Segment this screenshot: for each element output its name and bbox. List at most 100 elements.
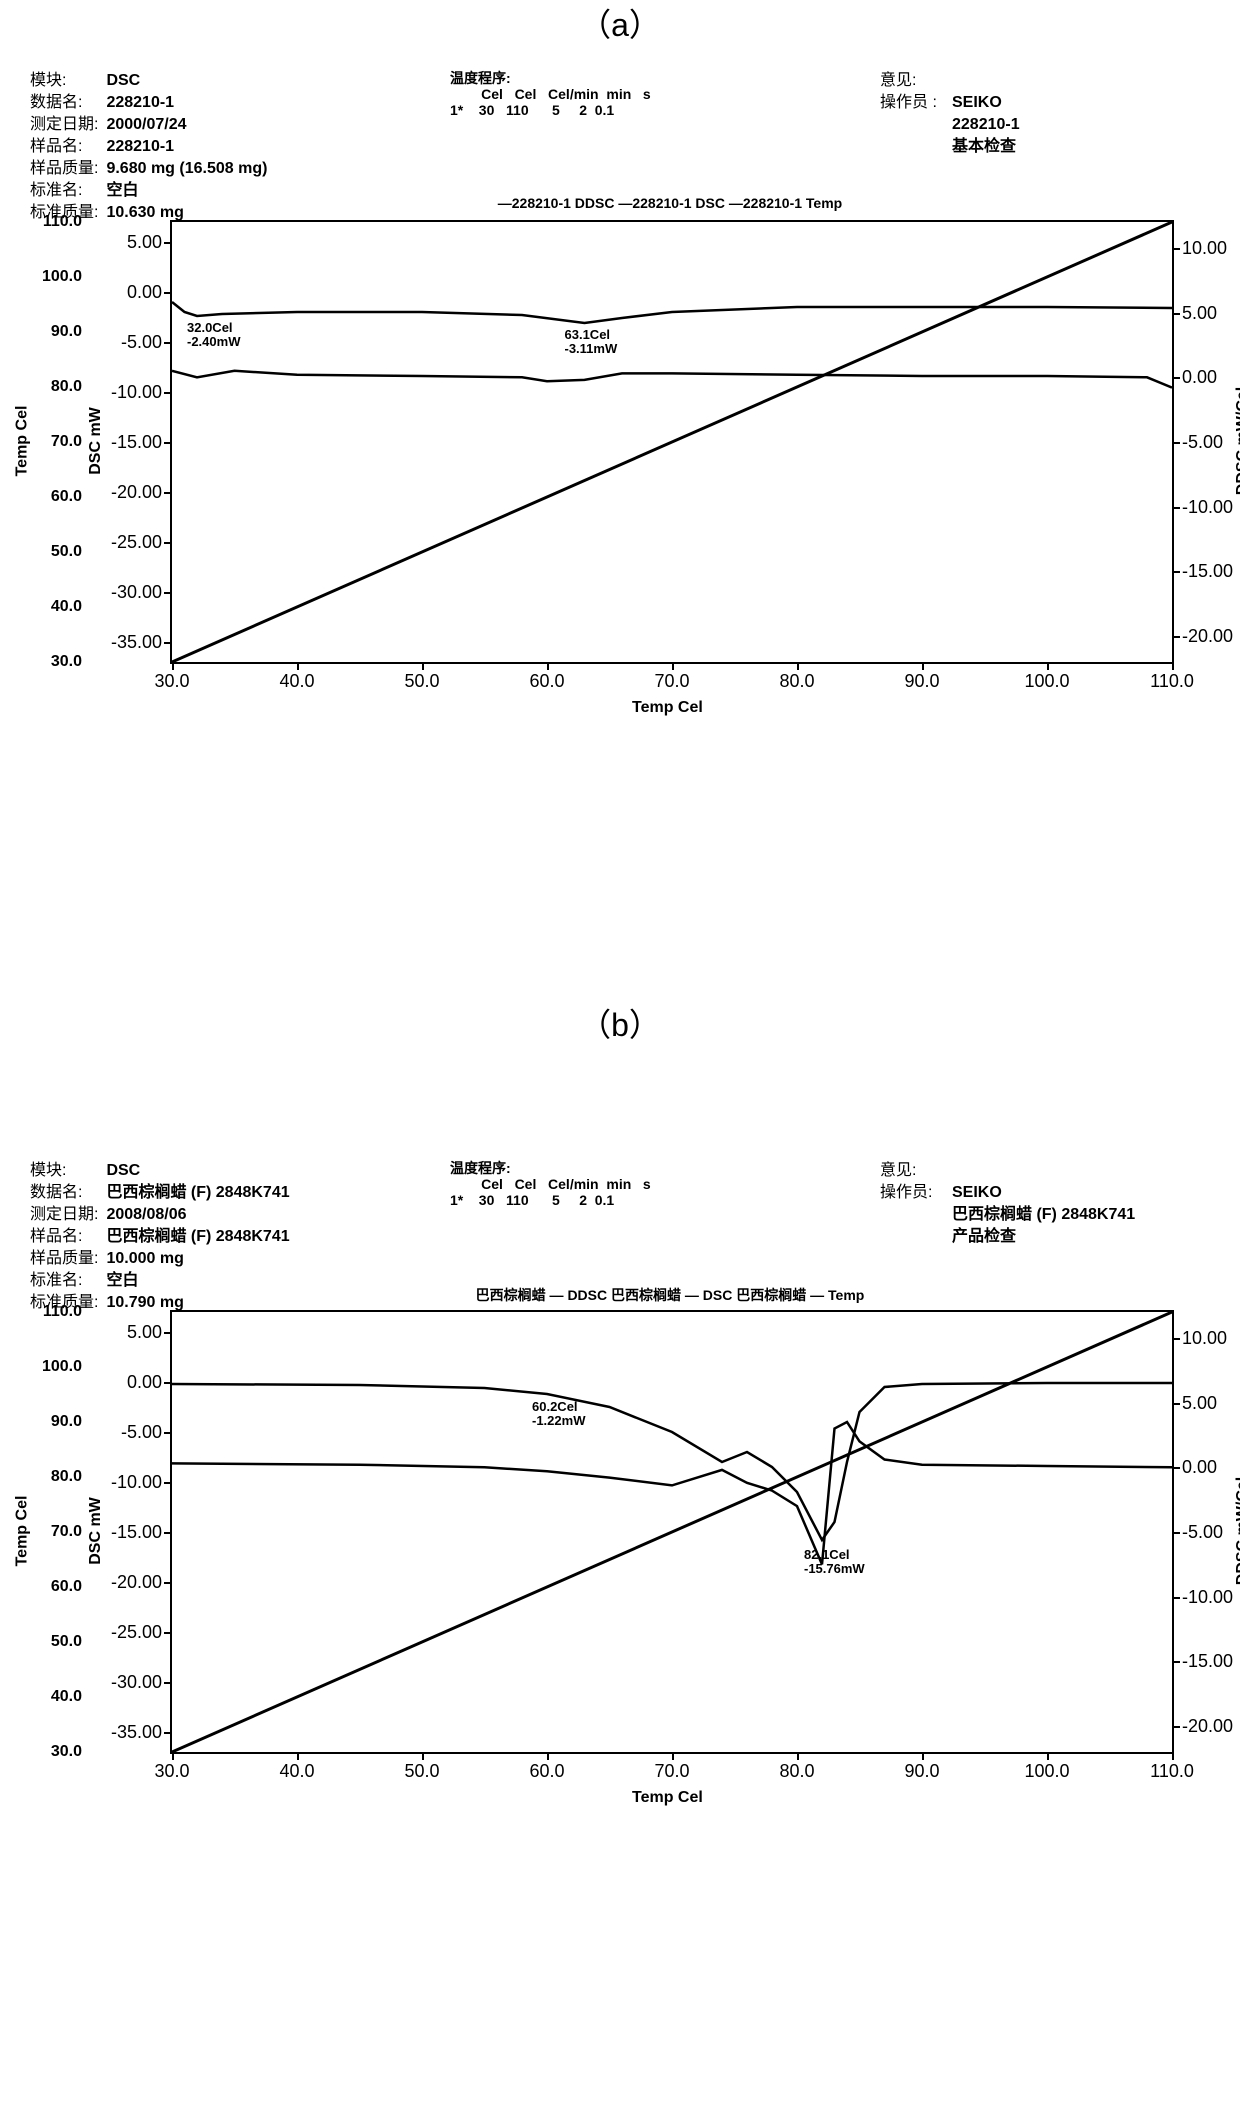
y-temp-tick: 80.0 xyxy=(27,1468,82,1486)
x-tick: 100.0 xyxy=(1017,671,1077,692)
temp-prog-header: Cel Cel Cel/min min s xyxy=(450,1176,651,1192)
y-ddsc-tick: -10.00 xyxy=(1182,497,1240,518)
meta-value: 空白 xyxy=(106,182,138,199)
meta-label: 样品名: xyxy=(30,136,102,158)
x-tick: 90.0 xyxy=(892,671,952,692)
meta-label: 标准名: xyxy=(30,180,102,202)
y-ddsc-tick: 5.00 xyxy=(1182,303,1240,324)
x-tick: 40.0 xyxy=(267,1761,327,1782)
chart: —228210-1 DDSC —228210-1 DSC —228210-1 T… xyxy=(170,200,1170,720)
y-dsc-tick: -30.00 xyxy=(102,582,162,603)
meta-value: 空白 xyxy=(106,1272,138,1289)
y-dsc-tick: 5.00 xyxy=(102,232,162,253)
y-dsc-tick: -20.00 xyxy=(102,1572,162,1593)
y-temp-tick: 60.0 xyxy=(27,1578,82,1596)
meta-label: 数据名: xyxy=(30,1182,102,1204)
meta-label: 测定日期: xyxy=(30,114,102,136)
y-temp-tick: 100.0 xyxy=(27,268,82,286)
y-dsc-tick: 0.00 xyxy=(102,1372,162,1393)
y-ddsc-label: DDSC mW/Cel xyxy=(1234,1477,1240,1585)
chart: 巴西棕榈蜡 — DDSC 巴西棕榈蜡 — DSC 巴西棕榈蜡 — Temp5.0… xyxy=(170,1290,1170,1810)
y-dsc-tick: -20.00 xyxy=(102,482,162,503)
meta-label: 样品名: xyxy=(30,1226,102,1248)
meta-value: 228210-1 xyxy=(952,116,1020,133)
y-temp-tick: 80.0 xyxy=(27,378,82,396)
x-axis-label: Temp Cel xyxy=(632,699,703,717)
meta-value: 巴西棕榈蜡 (F) 2848K741 xyxy=(106,1184,289,1201)
temp-program: 温度程序: Cel Cel Cel/min min s1* 30 110 5 2… xyxy=(450,1160,651,1208)
annotation: 60.2Cel -1.22mW xyxy=(532,1400,585,1428)
y-dsc-label: DSC mW xyxy=(87,1497,105,1565)
y-temp-tick: 70.0 xyxy=(27,1523,82,1541)
sublabel-b: （b） xyxy=(0,1000,1240,1046)
meta-value: 巴西棕榈蜡 (F) 2848K741 xyxy=(106,1228,289,1245)
y-dsc-tick: -35.00 xyxy=(102,632,162,653)
meta-value: 产品检查 xyxy=(952,1228,1016,1245)
temp-program: 温度程序: Cel Cel Cel/min min s1* 30 110 5 2… xyxy=(450,70,651,118)
meta-label: 模块: xyxy=(30,70,102,92)
y-ddsc-tick: 0.00 xyxy=(1182,367,1240,388)
x-tick: 70.0 xyxy=(642,671,702,692)
meta-right: 意见:操作员 :SEIKO228210-1基本检查 xyxy=(880,70,1020,180)
y-dsc-tick: 5.00 xyxy=(102,1322,162,1343)
sublabel-a: （a） xyxy=(0,0,1240,46)
y-ddsc-tick: -15.00 xyxy=(1182,1651,1240,1672)
meta-value: 228210-1 xyxy=(106,94,174,111)
y-dsc-tick: -5.00 xyxy=(102,332,162,353)
y-dsc-tick: -10.00 xyxy=(102,1472,162,1493)
legend: —228210-1 DDSC —228210-1 DSC —228210-1 T… xyxy=(370,195,970,211)
annotation: 63.1Cel -3.11mW xyxy=(565,328,618,356)
temp-prog-header: Cel Cel Cel/min min s xyxy=(450,86,651,102)
meta-label: 操作员 : xyxy=(880,92,952,114)
y-ddsc-tick: -5.00 xyxy=(1182,1522,1240,1543)
y-ddsc-tick: 10.00 xyxy=(1182,238,1240,259)
meta-value: 2000/07/24 xyxy=(106,116,186,133)
curves-svg xyxy=(172,1312,1172,1752)
y-temp-tick: 110.0 xyxy=(27,213,82,231)
x-tick: 100.0 xyxy=(1017,1761,1077,1782)
curves-svg xyxy=(172,222,1172,662)
y-dsc-tick: -25.00 xyxy=(102,1622,162,1643)
legend: 巴西棕榈蜡 — DDSC 巴西棕榈蜡 — DSC 巴西棕榈蜡 — Temp xyxy=(370,1285,970,1305)
plot-area: 5.000.00-5.00-10.00-15.00-20.00-25.00-30… xyxy=(170,220,1174,664)
y-dsc-tick: -25.00 xyxy=(102,532,162,553)
meta-label: 测定日期: xyxy=(30,1204,102,1226)
annotation: 82.1Cel -15.76mW xyxy=(804,1548,865,1576)
temp-prog-row: 1* 30 110 5 2 0.1 xyxy=(450,102,651,118)
y-ddsc-tick: -20.00 xyxy=(1182,1716,1240,1737)
y-dsc-tick: -15.00 xyxy=(102,432,162,453)
meta-label: 样品质量: xyxy=(30,1248,102,1270)
meta-value: 10.000 mg xyxy=(106,1250,183,1267)
y-temp-tick: 70.0 xyxy=(27,433,82,451)
meta-value: 228210-1 xyxy=(106,138,174,155)
y-temp-label: Temp Cel xyxy=(13,406,31,477)
x-tick: 60.0 xyxy=(517,671,577,692)
x-tick: 80.0 xyxy=(767,671,827,692)
plot-area: 5.000.00-5.00-10.00-15.00-20.00-25.00-30… xyxy=(170,1310,1174,1754)
meta-label: 模块: xyxy=(30,1160,102,1182)
y-dsc-tick: -10.00 xyxy=(102,382,162,403)
x-tick: 110.0 xyxy=(1142,671,1202,692)
page: （a） 模块: DSC数据名: 228210-1测定日期: 2000/07/24… xyxy=(0,0,1240,2116)
temp-prog-row: 1* 30 110 5 2 0.1 xyxy=(450,1192,651,1208)
y-ddsc-tick: -10.00 xyxy=(1182,1587,1240,1608)
x-tick: 70.0 xyxy=(642,1761,702,1782)
temp-prog-title: 温度程序: xyxy=(450,1160,651,1176)
dsc-panel-b: 模块: DSC数据名: 巴西棕榈蜡 (F) 2848K741测定日期: 2008… xyxy=(20,1160,1220,1860)
y-temp-tick: 50.0 xyxy=(27,543,82,561)
meta-value: SEIKO xyxy=(952,1184,1002,1201)
y-temp-tick: 90.0 xyxy=(27,323,82,341)
meta-label: 意见: xyxy=(880,70,952,92)
y-temp-tick: 110.0 xyxy=(27,1303,82,1321)
x-tick: 40.0 xyxy=(267,671,327,692)
y-temp-tick: 60.0 xyxy=(27,488,82,506)
y-ddsc-tick: -5.00 xyxy=(1182,432,1240,453)
y-ddsc-tick: 0.00 xyxy=(1182,1457,1240,1478)
meta-value: DSC xyxy=(106,1162,140,1179)
y-dsc-label: DSC mW xyxy=(87,407,105,475)
y-temp-tick: 100.0 xyxy=(27,1358,82,1376)
x-tick: 90.0 xyxy=(892,1761,952,1782)
y-ddsc-tick: 5.00 xyxy=(1182,1393,1240,1414)
y-temp-tick: 40.0 xyxy=(27,598,82,616)
temp-prog-title: 温度程序: xyxy=(450,70,651,86)
